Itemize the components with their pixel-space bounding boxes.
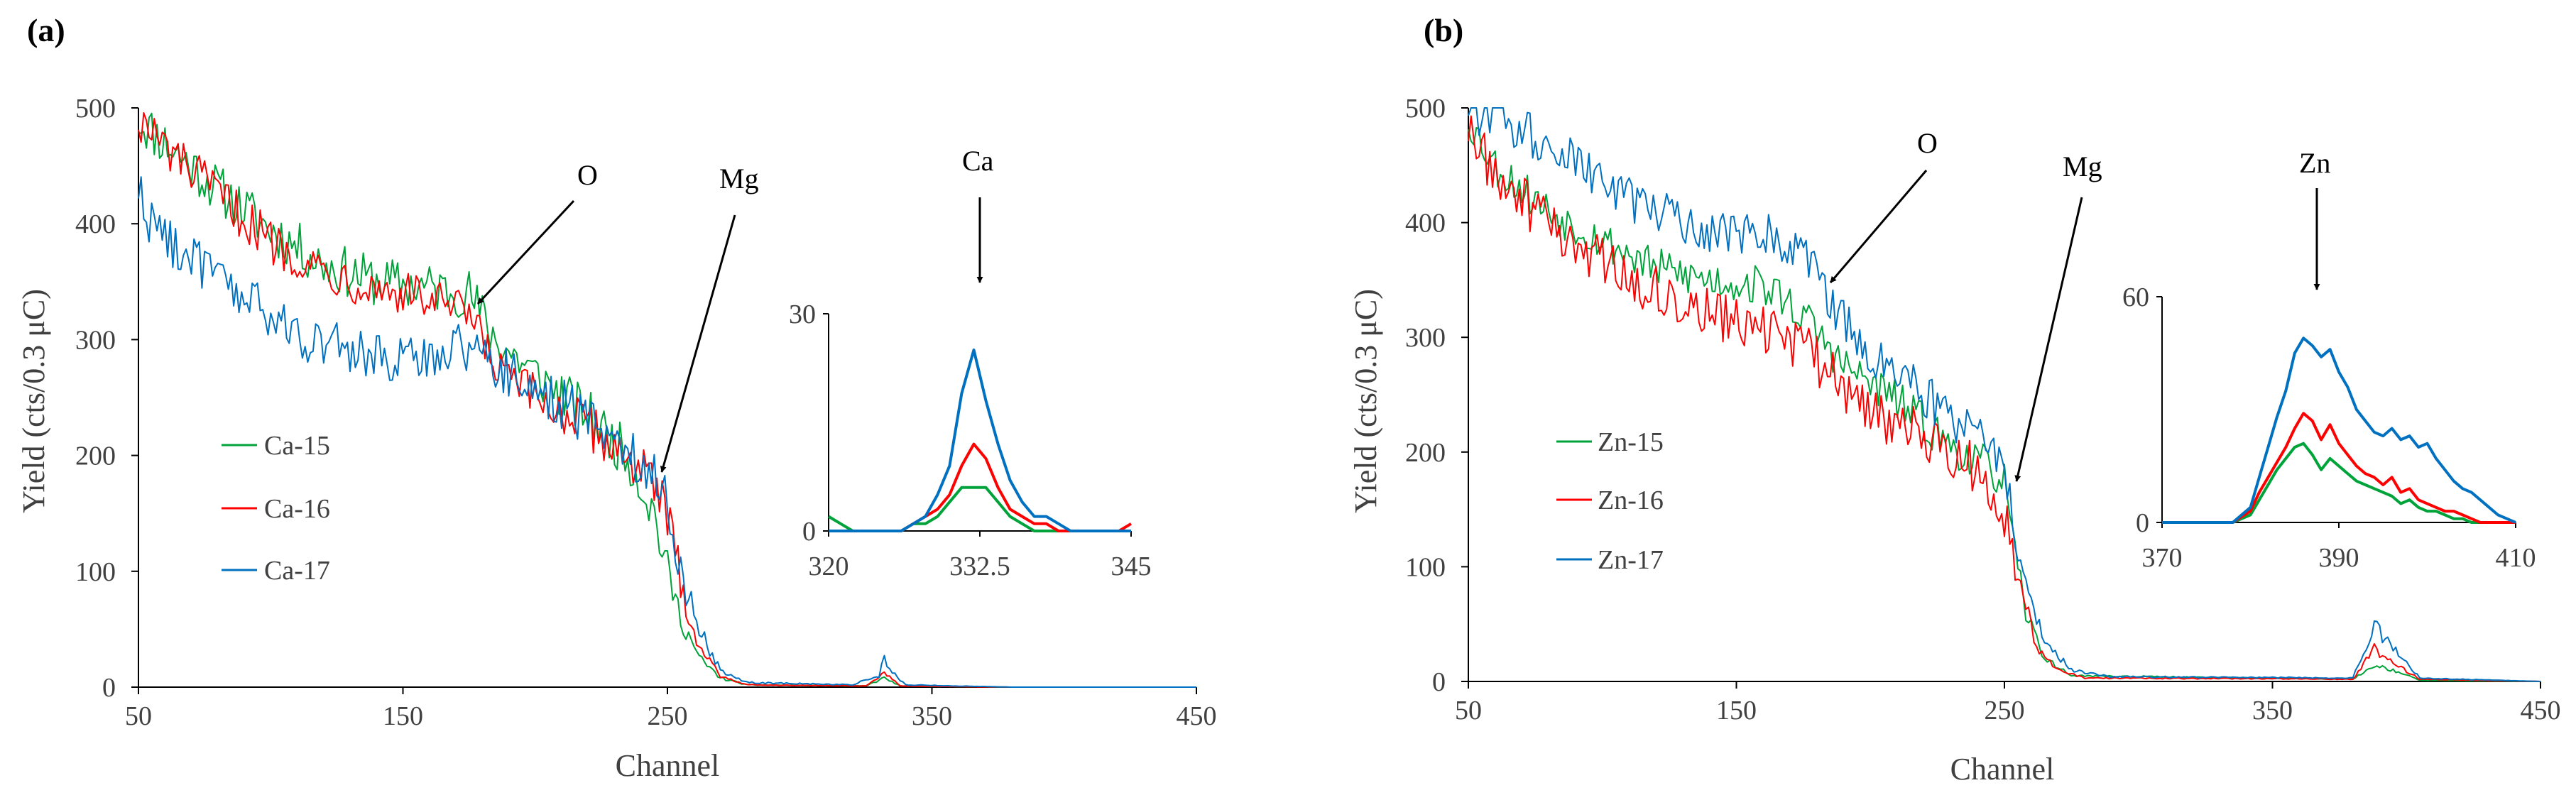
main-a-y-tick-label: 500 xyxy=(75,94,116,124)
legend-label-zn16: Zn-16 xyxy=(1598,486,1664,515)
main-b-x-tick-label: 250 xyxy=(1985,696,2025,725)
series-line-ca-15 xyxy=(138,112,1196,688)
main-a-y-tick-label: 0 xyxy=(102,673,116,703)
annotation-label-o-a: O xyxy=(577,159,598,191)
annotation-label-mg-b: Mg xyxy=(2063,150,2102,182)
series-line-ca-16 xyxy=(138,112,1196,688)
inset-a: 320 332.5 345 0 30 xyxy=(789,300,1152,581)
a-inset-x-tick-label: 345 xyxy=(1111,552,1152,581)
b-inset-x-tick-label: 410 xyxy=(2496,543,2536,573)
annotation-arrow-mg-a xyxy=(660,214,736,473)
annotation-arrow-o-a xyxy=(476,199,575,305)
annotation-label-ca: Ca xyxy=(962,145,994,177)
main-axes-b: 50 150 250 350 450 0 100 200 300 400 500 xyxy=(1405,94,2561,725)
inset-series-line-ca-17 xyxy=(829,349,1131,532)
main-b-y-tick-label: 100 xyxy=(1405,552,1446,582)
main-a-y-tick-label: 400 xyxy=(75,209,116,239)
legend-b: Zn-15 Zn-16 Zn-17 xyxy=(1556,427,1664,575)
legend-label-zn15: Zn-15 xyxy=(1598,427,1664,457)
b-inset-x-tick-label: 370 xyxy=(2142,543,2183,573)
main-b-x-tick-label: 50 xyxy=(1455,696,1482,725)
b-inset-y-tick-label: 60 xyxy=(2122,283,2149,312)
a-inset-y-tick-label: 0 xyxy=(802,517,816,547)
series-layer-a xyxy=(138,112,1196,688)
x-axis-title-a: Channel xyxy=(616,748,720,783)
annotation-o-a: O xyxy=(476,159,598,305)
x-axis-title-b: Channel xyxy=(1950,752,2055,787)
inset-series-line-ca-15 xyxy=(827,486,1131,532)
inset-series-line-zn-15 xyxy=(2162,442,2516,524)
series-line-ca-17 xyxy=(138,176,1196,688)
inset-series-line-zn-17 xyxy=(2162,336,2516,524)
annotation-zn: Zn xyxy=(2299,147,2330,290)
panel-label-a: (a) xyxy=(27,12,65,48)
main-a-x-tick-label: 150 xyxy=(383,701,423,731)
chart-panel-b: (b) 50 150 250 350 450 0 100 200 300 400 500 Chann… xyxy=(1348,12,2561,787)
legend-label-zn17: Zn-17 xyxy=(1598,545,1664,575)
annotation-o-b: O xyxy=(1829,127,1938,283)
main-b-y-tick-label: 400 xyxy=(1405,209,1446,239)
main-b-y-tick-label: 500 xyxy=(1405,94,1446,124)
a-inset-x-tick-label: 320 xyxy=(809,552,849,581)
annotation-mg-b: Mg xyxy=(2014,150,2102,482)
a-inset-y-tick-label: 30 xyxy=(789,300,816,329)
series-line-zn-17 xyxy=(1468,107,2541,682)
legend-label-ca17: Ca-17 xyxy=(264,556,330,586)
a-inset-x-tick-label: 332.5 xyxy=(949,552,1010,581)
annotation-arrow-o-b xyxy=(1829,170,1928,283)
annotation-label-zn: Zn xyxy=(2299,147,2330,179)
annotation-ca: Ca xyxy=(962,145,994,283)
main-b-x-tick-label: 150 xyxy=(1716,696,1757,725)
legend-label-ca15: Ca-15 xyxy=(264,431,330,461)
main-a-y-tick-label: 300 xyxy=(75,325,116,355)
main-a-y-tick-label: 200 xyxy=(75,442,116,471)
annotation-arrow-mg-b xyxy=(2014,197,2083,482)
b-inset-y-tick-label: 0 xyxy=(2136,508,2149,538)
legend-a: Ca-15 Ca-16 Ca-17 xyxy=(222,431,330,586)
main-b-x-tick-label: 450 xyxy=(2521,696,2561,725)
main-b-y-tick-label: 300 xyxy=(1405,323,1446,353)
inset-series-line-zn-16 xyxy=(2162,412,2516,524)
main-a-x-tick-label: 50 xyxy=(125,701,152,731)
main-a-x-tick-label: 250 xyxy=(648,701,688,731)
series-line-zn-15 xyxy=(1468,127,2540,682)
y-axis-title-b: Yield (cts/0.3 μC) xyxy=(1348,289,1383,513)
main-b-y-tick-label: 0 xyxy=(1432,667,1446,697)
legend-label-ca16: Ca-16 xyxy=(264,494,330,524)
annotation-mg-a: Mg xyxy=(660,163,759,473)
main-a-x-tick-label: 450 xyxy=(1177,701,1217,731)
main-b-x-tick-label: 350 xyxy=(2252,696,2293,725)
series-layer-b xyxy=(1468,107,2541,682)
b-inset-x-tick-label: 390 xyxy=(2319,543,2359,573)
annotation-label-mg-a: Mg xyxy=(719,163,759,194)
y-axis-title-a: Yield (cts/0.3 μC) xyxy=(16,289,51,513)
annotation-label-o-b: O xyxy=(1917,127,1938,159)
series-line-zn-16 xyxy=(1468,115,2541,682)
inset-b: 370 390 410 0 60 xyxy=(2122,283,2536,573)
main-a-y-tick-label: 100 xyxy=(75,557,116,587)
panel-label-b: (b) xyxy=(1424,12,1463,48)
main-a-x-tick-label: 350 xyxy=(912,701,952,731)
main-b-y-tick-label: 200 xyxy=(1405,438,1446,468)
